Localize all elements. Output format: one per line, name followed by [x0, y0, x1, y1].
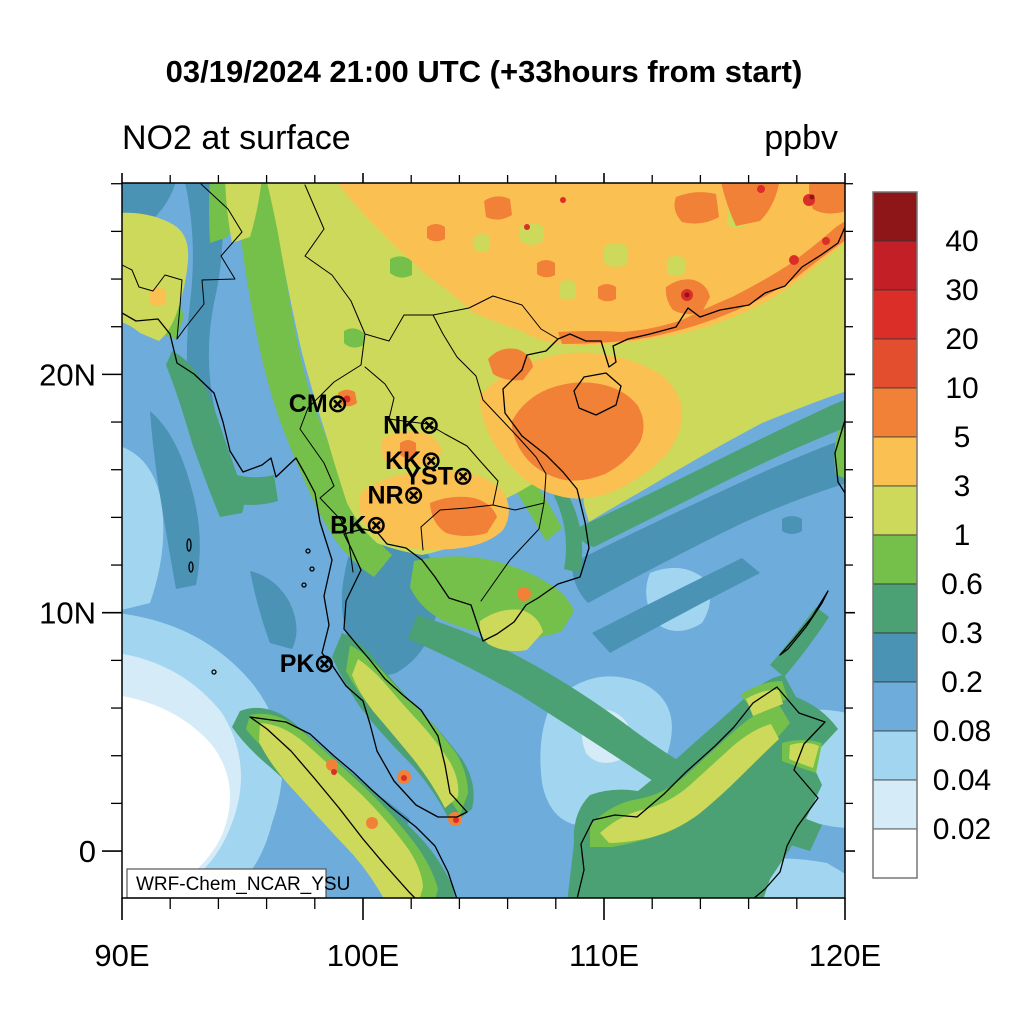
colorbar-label: 10 — [945, 372, 978, 405]
colorbar-segment — [872, 338, 918, 389]
x-tick-label: 110E — [569, 938, 639, 973]
colorbar-label: 20 — [945, 323, 978, 356]
colorbar-segment — [872, 632, 918, 683]
station-label: PK — [280, 650, 315, 678]
colorbar-segment — [872, 534, 918, 585]
colorbar: 40 30 20 10 5 3 1 0.6 0.3 0.2 0.08 0.04 0.02 — [872, 191, 991, 879]
station-marker-icon: ⊗ — [403, 480, 425, 510]
coast-palawan — [779, 590, 829, 656]
colorbar-segment — [872, 191, 918, 242]
colorbar-segment — [872, 779, 918, 830]
colorbar-segment — [872, 828, 918, 879]
y-tick-label: 10N — [39, 596, 96, 631]
colorbar-label: 0.6 — [941, 568, 983, 601]
map-panel: ⊗CM⊗NK⊗KK ⊗YST⊗NR⊗BK⊗PK WRF-Chem_NCAR_YSU — [121, 182, 846, 899]
station-label: NR — [368, 482, 404, 510]
station-marker-icon: ⊗ — [314, 648, 336, 678]
coast-borneo — [576, 686, 826, 898]
station-marker-icon: ⊗ — [418, 409, 440, 439]
field-label: NO2 at surface — [122, 119, 351, 157]
coast-sumatra — [249, 716, 458, 898]
colorbar-label: 30 — [945, 274, 978, 307]
colorbar-label: 0.04 — [933, 764, 991, 797]
colorbar-segment — [872, 583, 918, 634]
model-label: WRF-Chem_NCAR_YSU — [136, 874, 350, 895]
axes: 90E 100E 110E 120E 0 10N 20N — [39, 173, 881, 973]
station-markers: ⊗CM⊗NK⊗KK ⊗YST⊗NR⊗BK⊗PK — [280, 388, 474, 678]
map-frame — [121, 182, 846, 899]
coast-mainland — [122, 226, 845, 818]
x-tick-label: 90E — [94, 938, 149, 973]
colorbar-segment — [872, 436, 918, 487]
station-label: YST — [404, 463, 453, 491]
colorbar-segment — [872, 730, 918, 781]
units-label: ppbv — [764, 119, 838, 157]
colorbar-segment — [872, 289, 918, 340]
figure-title: 03/19/2024 21:00 UTC (+33hours from star… — [166, 54, 803, 89]
coast-luzon — [834, 419, 845, 494]
colorbar-segment — [872, 387, 918, 438]
y-tick-label: 20N — [39, 357, 96, 392]
colorbar-label: 1 — [954, 519, 971, 552]
station-marker-icon: ⊗ — [452, 461, 474, 491]
colorbar-label: 0.08 — [933, 715, 991, 748]
contour-field — [122, 183, 845, 898]
colorbar-label: 5 — [954, 421, 971, 454]
colorbar-label: 0.02 — [933, 813, 991, 846]
coastlines — [122, 226, 845, 898]
station-marker-icon: ⊗ — [365, 510, 387, 540]
country-borders — [122, 183, 559, 602]
x-tick-label: 120E — [809, 938, 881, 973]
station-label: BK — [330, 512, 366, 540]
coast-andaman-islands — [186, 538, 192, 552]
x-tick-label: 100E — [327, 938, 399, 973]
station-label: NK — [383, 411, 419, 439]
station-label: KK — [385, 447, 421, 475]
station-label: CM — [289, 390, 328, 418]
colorbar-label: 40 — [945, 225, 978, 258]
station-marker-icon: ⊗ — [420, 445, 442, 475]
colorbar-segment — [872, 681, 918, 732]
colorbar-segment — [872, 485, 918, 536]
y-tick-label: 0 — [79, 834, 96, 869]
colorbar-label: 0.2 — [941, 666, 983, 699]
colorbar-label: 3 — [954, 470, 971, 503]
station-marker-icon: ⊗ — [327, 388, 349, 418]
colorbar-segment — [872, 240, 918, 291]
colorbar-label: 0.3 — [941, 617, 983, 650]
coast-hainan — [573, 372, 622, 416]
model-label-box — [126, 868, 327, 899]
